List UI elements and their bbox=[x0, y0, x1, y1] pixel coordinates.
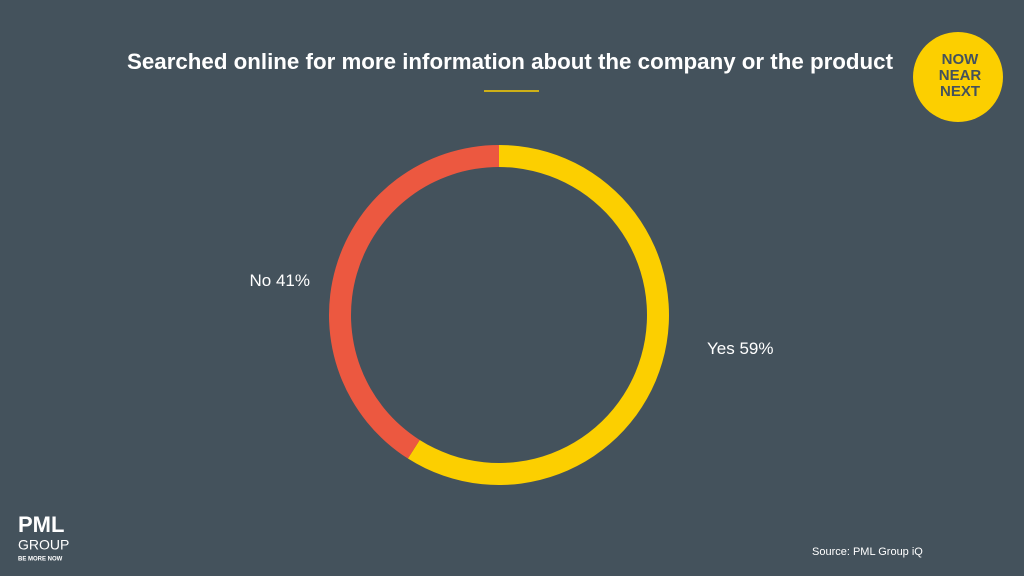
donut-segment bbox=[407, 145, 669, 485]
logo-group: GROUP bbox=[18, 537, 69, 553]
badge-text: NEXT bbox=[940, 83, 980, 100]
category-label: No bbox=[250, 271, 272, 290]
badge: NOW NEAR NEXT bbox=[913, 32, 1003, 122]
logo-tagline: BE MORE NOW bbox=[18, 557, 63, 563]
data-label: No 41% bbox=[250, 271, 311, 290]
donut: Yes 59% No 41% bbox=[250, 145, 774, 485]
badge-text: NOW bbox=[942, 51, 980, 68]
chart-title: Searched online for more information abo… bbox=[127, 49, 894, 74]
category-label: Yes bbox=[707, 339, 735, 358]
source: Source: PML Group iQ bbox=[812, 546, 923, 558]
badge-text: NEAR bbox=[939, 67, 982, 84]
logo-name: PML bbox=[18, 512, 64, 537]
value-label: 59% bbox=[739, 339, 773, 358]
badge-circle bbox=[913, 32, 1003, 122]
donut-segment bbox=[328, 145, 499, 459]
data-label: Yes 59% bbox=[707, 339, 774, 358]
logo: PML GROUP BE MORE NOW bbox=[18, 512, 69, 563]
value-label: 41% bbox=[276, 271, 310, 290]
